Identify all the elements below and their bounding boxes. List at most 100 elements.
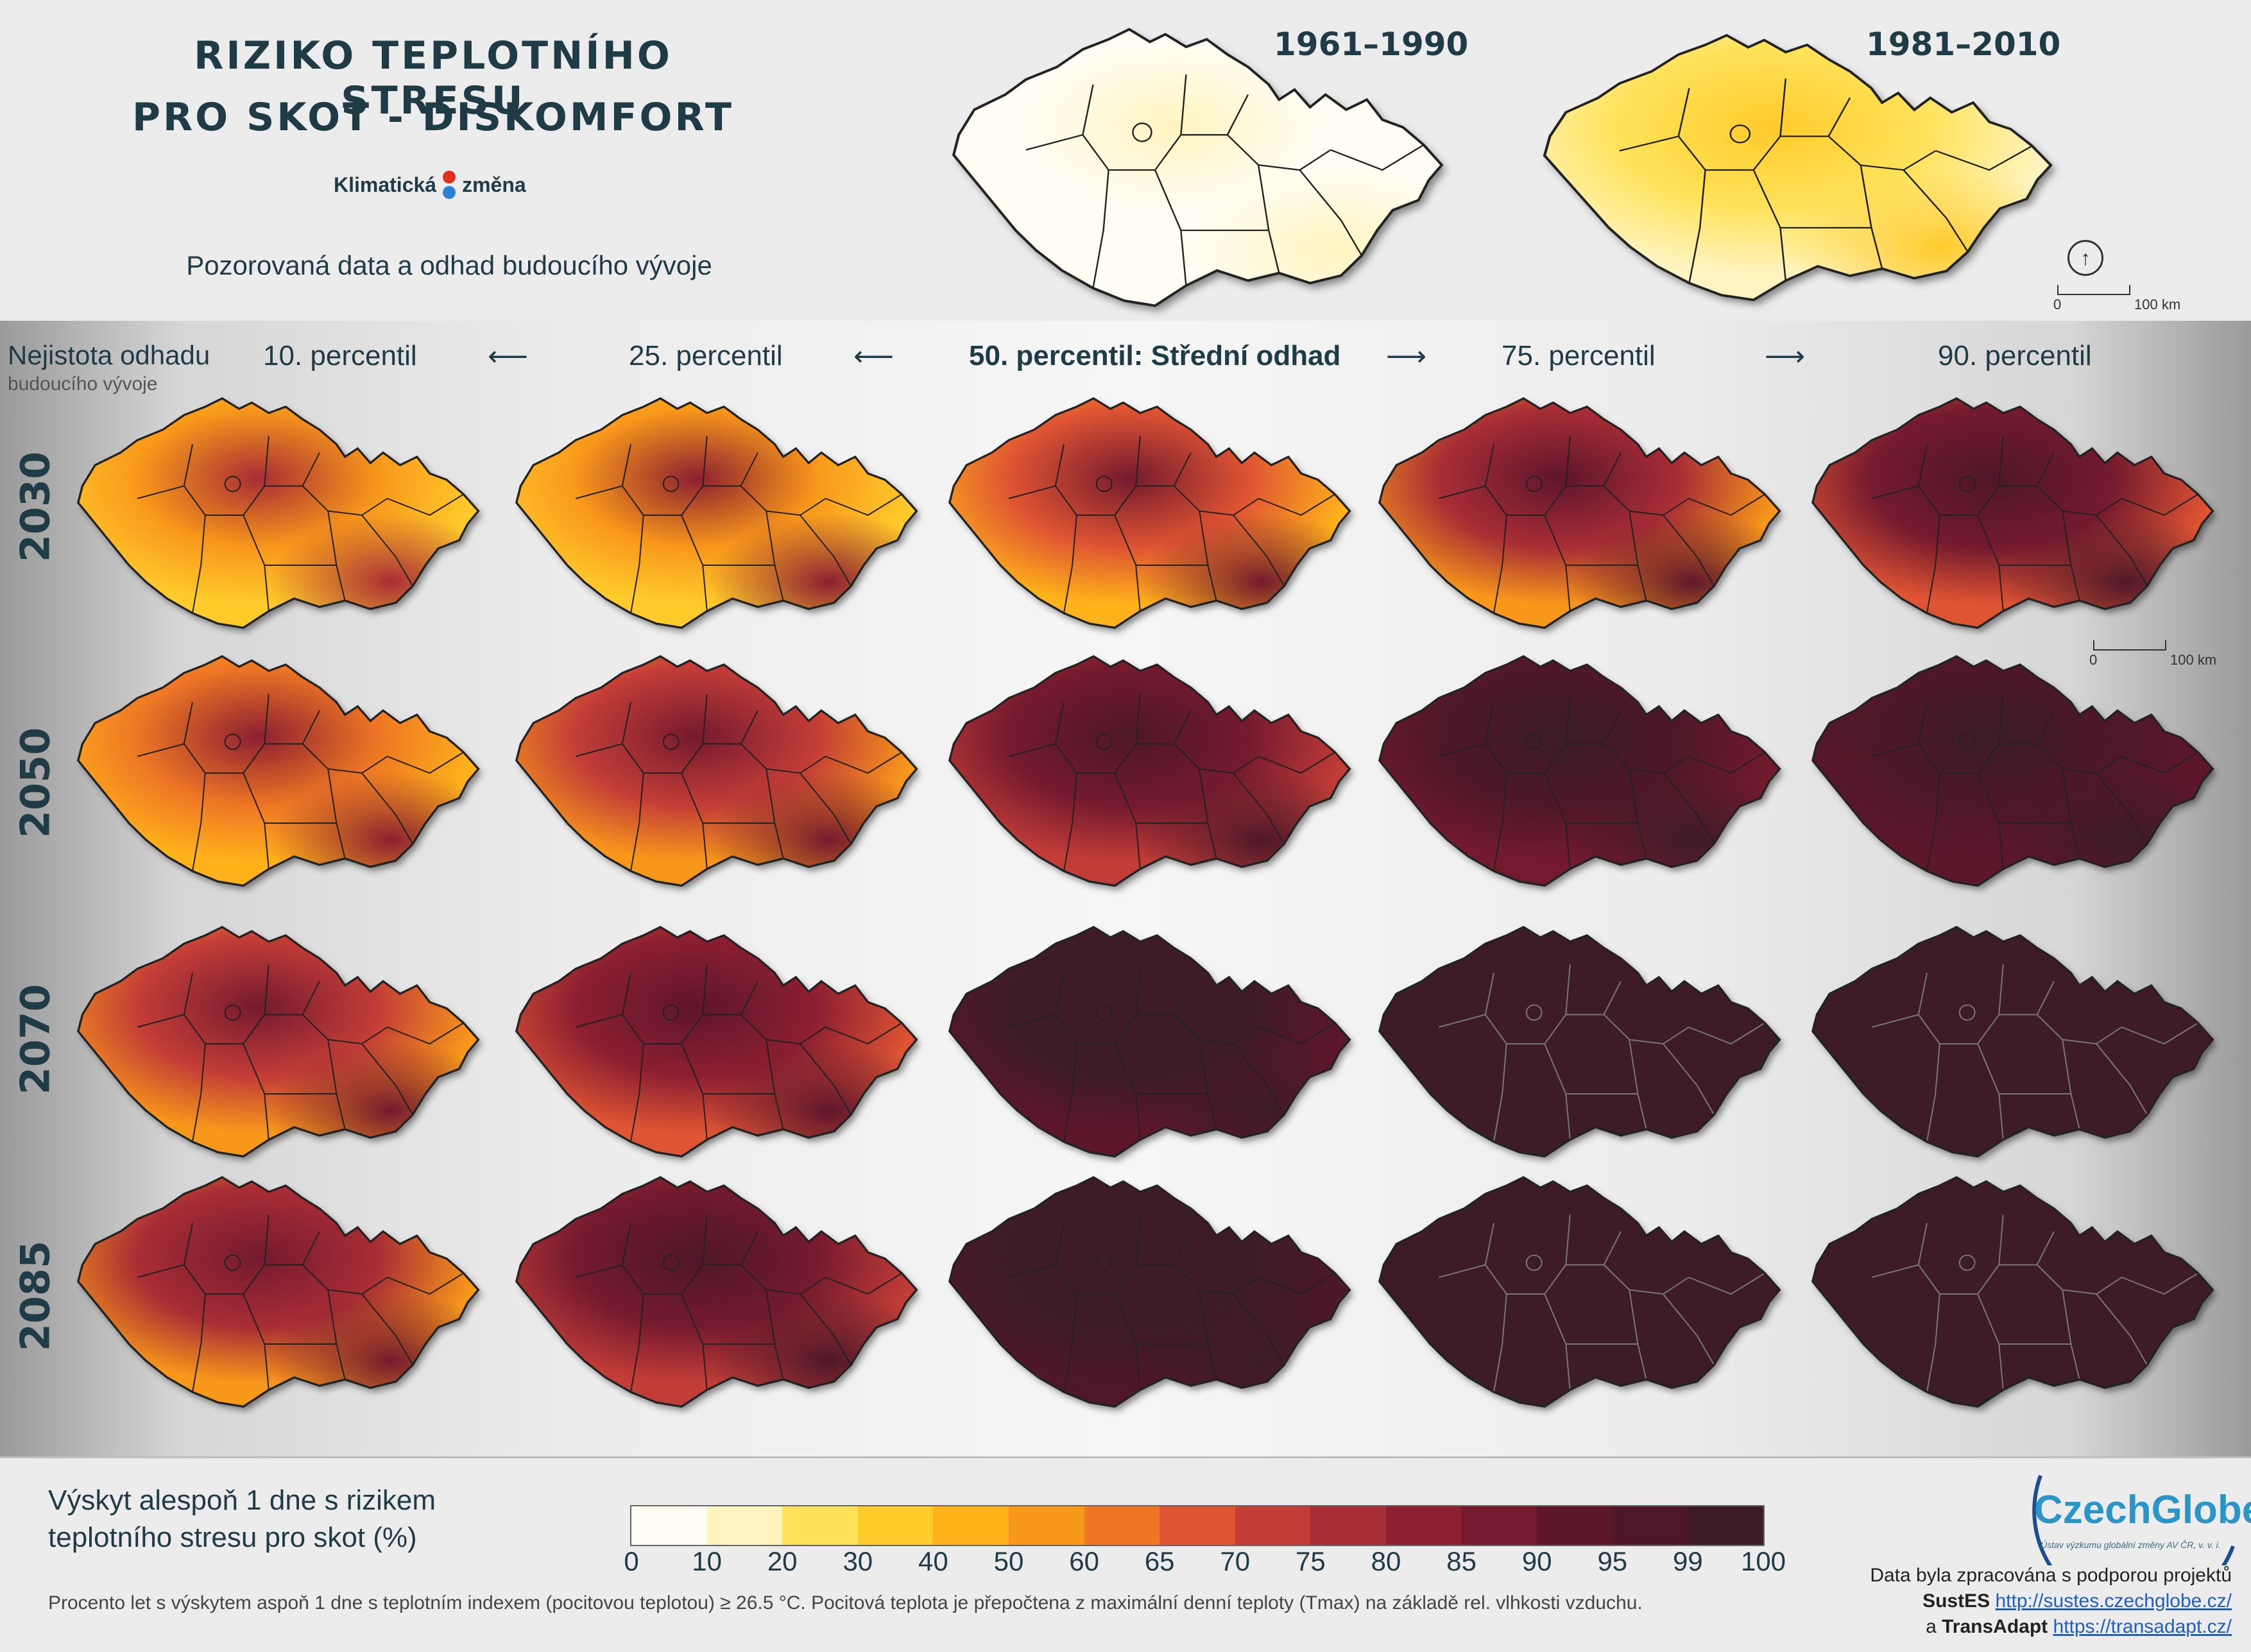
- legend-tick-label: 80: [1371, 1546, 1401, 1576]
- legend-color-scale: [630, 1505, 1765, 1546]
- period-label-1961-1990: 1961–1990: [1274, 26, 1469, 63]
- map-observed-1981-2010: [1528, 26, 2064, 314]
- scale-bar-start: 0: [2053, 296, 2062, 312]
- legend-tick-label: 75: [1296, 1546, 1326, 1576]
- blue-dot-icon: [443, 186, 456, 199]
- scale-bar-line: [2057, 285, 2130, 295]
- legend-swatch: [1612, 1506, 1688, 1545]
- legend-tick-label: 10: [692, 1546, 722, 1576]
- legend-swatch: [706, 1506, 783, 1545]
- legend-title: Výskyt alespoň 1 dne s rizikem teplotníh…: [48, 1482, 436, 1556]
- legend-band: [0, 1456, 2251, 1652]
- legend-swatch: [782, 1506, 858, 1545]
- czechglobe-tagline: Ústav výzkumu globální změny AV ČR, v. v…: [2041, 1540, 2221, 1550]
- main-title-line-1: RIZIKO TEPLOTNÍHO STRESU: [194, 33, 672, 123]
- main-title-line-2: PRO SKOT - DISKOMFORT: [132, 95, 734, 140]
- legend-tick-label: 60: [1069, 1546, 1099, 1576]
- legend-tick-label: 0: [624, 1546, 639, 1576]
- logo-dots-icon: [443, 171, 456, 199]
- legend-swatch: [631, 1506, 707, 1545]
- legend-swatch: [1084, 1506, 1160, 1545]
- scale-bar-start: 0: [2089, 652, 2098, 668]
- map-2085-col-2: [504, 1169, 927, 1419]
- project-transadapt: TransAdapt: [1942, 1616, 2048, 1637]
- logo-text-2: změna: [462, 173, 526, 196]
- year-label-2030: 2030: [12, 451, 59, 563]
- map-2030-col-4: [1367, 390, 1790, 640]
- map-2030-col-5: [1800, 390, 2223, 640]
- map-2050-col-4: [1367, 648, 1790, 898]
- credits-line-3: a TransAdapt https://transadapt.cz/: [1870, 1614, 2232, 1640]
- legend-tick-label: 70: [1220, 1546, 1251, 1576]
- uncertainty-sublabel: budoucího vývoje: [8, 373, 158, 395]
- map-2030-col-3: [937, 390, 1360, 640]
- left-arrow-icon: ⟵: [853, 341, 894, 372]
- map-2070-col-2: [504, 919, 927, 1169]
- legend-swatch: [1160, 1506, 1235, 1545]
- header-p25: 25. percentil: [629, 340, 783, 371]
- legend-tick-label: 30: [843, 1546, 873, 1576]
- map-2030-col-2: [504, 390, 927, 640]
- legend-title-line-1: Výskyt alespoň 1 dne s rizikem: [48, 1485, 436, 1516]
- right-arrow-icon: ⟶: [1386, 341, 1427, 372]
- logo-text-1: Klimatická: [334, 173, 437, 196]
- right-arrow-icon: ⟶: [1765, 341, 1806, 372]
- project-sustes: SustES: [1922, 1590, 1990, 1612]
- link-sustes[interactable]: http://sustes.czechglobe.cz/: [1995, 1590, 2232, 1612]
- map-2070-col-1: [65, 919, 489, 1169]
- map-2085-col-3: [937, 1169, 1360, 1419]
- legend-tick-label: 65: [1144, 1546, 1175, 1576]
- legend-swatch: [1385, 1506, 1462, 1545]
- klimaticka-zmena-logo: Klimatická změna: [334, 166, 526, 204]
- legend-tick-label: 95: [1597, 1546, 1628, 1576]
- map-2070-col-4: [1367, 919, 1790, 1169]
- legend-swatch: [1310, 1506, 1386, 1545]
- map-2070-col-3: [937, 919, 1360, 1169]
- header-p90: 90. percentil: [1938, 340, 2092, 371]
- header-p50: 50. percentil: Střední odhad: [969, 340, 1341, 371]
- link-transadapt[interactable]: https://transadapt.cz/: [2053, 1616, 2232, 1637]
- map-observed-1961-1990: [938, 19, 1455, 321]
- map-2050-col-5: [1800, 648, 2223, 898]
- credits: Data byla zpracována s podporou projektů…: [1870, 1563, 2232, 1640]
- header-p75: 75. percentil: [1502, 340, 1656, 371]
- year-label-2050: 2050: [12, 727, 59, 839]
- legend-swatch: [857, 1506, 934, 1545]
- map-2085-col-4: [1367, 1169, 1790, 1419]
- credits-line-1: Data byla zpracována s podporou projektů: [1870, 1565, 2232, 1586]
- legend-title-line-2: teplotního stresu pro skot (%): [48, 1522, 417, 1553]
- subtitle: Pozorovaná data a odhad budoucího vývoje: [186, 250, 712, 280]
- map-2085-col-5: [1800, 1169, 2223, 1419]
- map-2050-col-3: [937, 648, 1360, 898]
- legend-swatch: [1688, 1506, 1763, 1545]
- period-label-1981-2010: 1981–2010: [1866, 26, 2061, 63]
- legend-swatch: [1235, 1506, 1311, 1545]
- legend-tick-label: 85: [1446, 1546, 1476, 1576]
- scale-bar-end: 100 km: [2170, 652, 2217, 668]
- footnote: Procento let s výskytem aspoň 1 dne s te…: [48, 1592, 1643, 1614]
- czechglobe-logo: CzechGlobe: [2034, 1488, 2251, 1532]
- map-2030-col-1: [65, 390, 489, 640]
- north-arrow-icon: ↑: [2067, 240, 2103, 276]
- legend-tick-label: 99: [1673, 1546, 1703, 1576]
- legend-tick-label: 40: [918, 1546, 948, 1576]
- legend-swatch: [933, 1506, 1009, 1545]
- uncertainty-label: Nejistota odhadu: [8, 340, 210, 370]
- legend-swatch: [1537, 1506, 1613, 1545]
- legend-swatch: [1008, 1506, 1084, 1545]
- map-2070-col-5: [1800, 919, 2223, 1169]
- year-label-2085: 2085: [12, 1240, 59, 1352]
- scale-bar-end: 100 km: [2134, 296, 2181, 312]
- left-arrow-icon: ⟵: [488, 341, 529, 372]
- year-label-2070: 2070: [12, 984, 59, 1095]
- map-2050-col-1: [65, 648, 489, 898]
- legend-tick-label: 50: [993, 1546, 1024, 1576]
- credits-line-2: SustES http://sustes.czechglobe.cz/: [1870, 1588, 2232, 1614]
- red-dot-icon: [443, 171, 456, 183]
- map-2085-col-1: [65, 1169, 489, 1419]
- legend-tick-label: 100: [1740, 1546, 1786, 1576]
- scale-bar-line: [2093, 640, 2166, 651]
- czechglobe-globe-icon: [2032, 1474, 2235, 1565]
- legend-swatch: [1461, 1506, 1537, 1545]
